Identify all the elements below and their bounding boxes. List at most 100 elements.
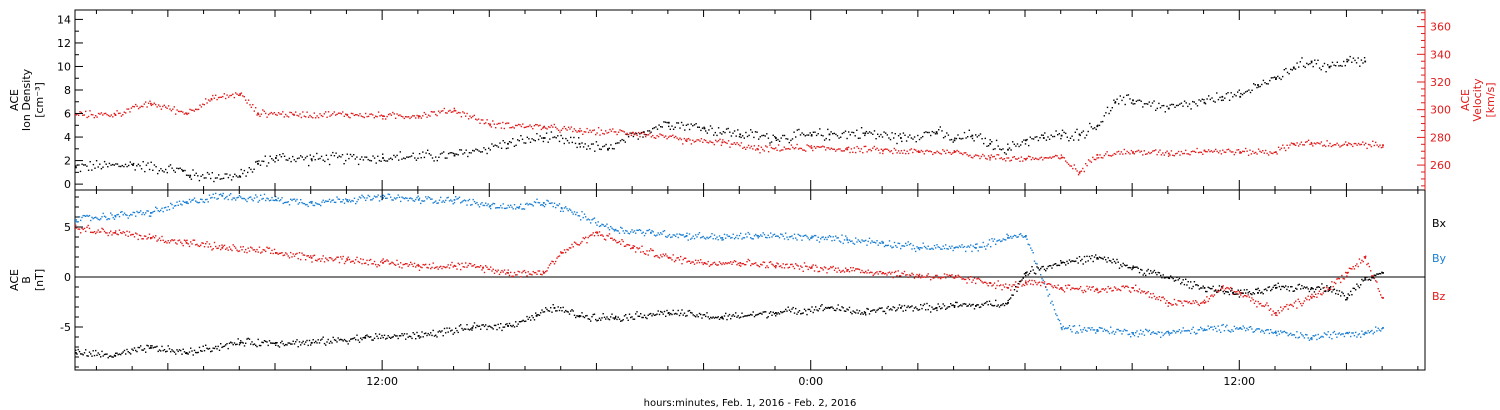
data-point	[395, 198, 397, 200]
data-point	[300, 116, 303, 119]
data-point	[226, 247, 228, 249]
data-point	[645, 134, 647, 136]
data-point	[160, 108, 163, 110]
data-point	[721, 263, 723, 266]
data-point	[335, 339, 337, 342]
data-point	[1178, 300, 1181, 302]
data-point	[187, 353, 189, 355]
data-point	[1359, 65, 1361, 67]
data-point	[246, 251, 248, 254]
data-point	[851, 240, 853, 242]
data-point	[721, 315, 723, 318]
data-point	[675, 235, 677, 237]
data-point	[877, 244, 879, 246]
data-point	[1028, 144, 1030, 147]
data-point	[205, 198, 207, 201]
data-point	[1055, 263, 1057, 265]
data-point	[1320, 141, 1323, 143]
data-point	[245, 248, 247, 251]
data-point	[181, 242, 183, 245]
data-point	[84, 164, 86, 166]
data-point	[372, 197, 374, 200]
data-point	[327, 200, 329, 202]
data-point	[1226, 324, 1228, 326]
data-point	[826, 307, 828, 309]
data-point	[890, 150, 893, 152]
data-point	[936, 244, 938, 246]
data-point	[915, 306, 917, 308]
data-point	[135, 215, 137, 217]
data-point	[1318, 286, 1321, 288]
data-point	[1306, 298, 1308, 301]
data-point	[892, 246, 894, 248]
data-point	[177, 167, 180, 170]
data-point	[120, 115, 123, 117]
data-point	[1232, 151, 1234, 153]
data-point	[782, 134, 784, 137]
data-point	[1150, 270, 1152, 272]
data-point	[221, 244, 223, 246]
data-point	[1146, 153, 1148, 155]
data-point	[577, 244, 579, 246]
data-point	[646, 134, 648, 136]
data-point	[1170, 150, 1173, 152]
data-point	[318, 342, 321, 344]
data-point	[403, 197, 406, 200]
data-point	[427, 196, 429, 198]
data-point	[1020, 156, 1023, 158]
data-point	[161, 207, 163, 209]
data-point	[1235, 291, 1237, 293]
data-point	[603, 145, 606, 147]
data-point	[193, 197, 196, 199]
data-point	[973, 308, 976, 310]
data-point	[795, 136, 797, 138]
data-point	[1338, 332, 1341, 334]
data-point	[647, 314, 649, 316]
data-point	[488, 268, 491, 271]
data-point	[432, 202, 434, 204]
data-point	[1083, 327, 1086, 329]
data-point	[298, 252, 301, 254]
data-point	[1326, 140, 1328, 142]
data-point	[777, 312, 779, 314]
data-point	[1351, 268, 1353, 270]
data-point	[163, 349, 166, 351]
data-point	[862, 240, 864, 242]
data-point	[1122, 262, 1124, 265]
data-point	[1126, 330, 1128, 332]
data-point	[640, 229, 642, 232]
data-point	[865, 270, 867, 273]
data-point	[253, 168, 255, 170]
data-point	[162, 105, 164, 108]
data-point	[960, 276, 962, 278]
data-point	[627, 319, 629, 321]
data-point	[778, 140, 781, 142]
data-point	[812, 131, 815, 133]
data-point	[736, 234, 738, 237]
data-point	[1062, 261, 1064, 263]
data-point	[1239, 95, 1242, 98]
data-point	[528, 203, 531, 205]
data-point	[289, 111, 291, 114]
data-point	[1296, 307, 1298, 309]
data-point	[1365, 142, 1367, 144]
data-point	[292, 198, 294, 201]
data-point	[257, 251, 259, 253]
data-point	[278, 252, 281, 255]
data-point	[383, 260, 386, 263]
data-point	[418, 269, 421, 271]
data-point	[380, 195, 382, 198]
data-point	[1296, 62, 1298, 64]
data-point	[606, 316, 608, 318]
data-point	[391, 199, 393, 201]
data-point	[735, 260, 737, 263]
data-point	[775, 139, 778, 141]
data-point	[1359, 144, 1361, 146]
data-point	[1230, 331, 1232, 333]
data-point	[632, 131, 634, 134]
data-point	[346, 200, 348, 202]
data-point	[677, 138, 680, 141]
data-point	[833, 269, 836, 271]
data-point	[820, 146, 823, 148]
